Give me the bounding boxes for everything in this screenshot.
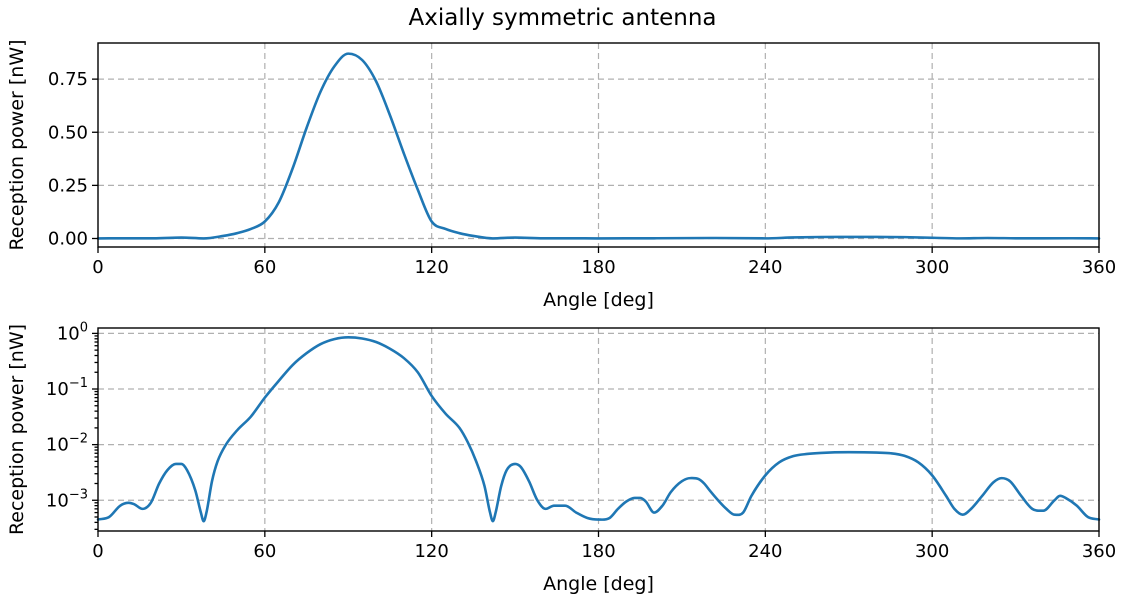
x-tick-label: 0 xyxy=(92,541,103,562)
x-tick-label: 300 xyxy=(915,257,949,278)
y-tick-label: 0.25 xyxy=(48,175,88,196)
x-axis-label: Angle [deg] xyxy=(543,573,654,595)
x-tick-label: 240 xyxy=(748,541,782,562)
x-tick-label: 240 xyxy=(748,257,782,278)
y-ticks: 0.00 0.25 0.50 0.75 xyxy=(48,69,98,250)
x-tick-label: 300 xyxy=(915,541,949,562)
x-axis-label: Angle [deg] xyxy=(543,289,654,311)
x-tick-label: 180 xyxy=(581,541,615,562)
x-tick-label: 60 xyxy=(253,541,276,562)
linear-power-panel: 0 60 120 180 240 300 360 0.00 0.25 0.50 0.75 Angl… xyxy=(6,39,1116,311)
y-tick-label: 10−2 xyxy=(46,432,88,456)
x-tick-label: 60 xyxy=(253,257,276,278)
x-tick-label: 180 xyxy=(581,257,615,278)
grid-lines xyxy=(98,328,1099,531)
y-tick-label: 0.50 xyxy=(48,122,88,143)
y-tick-label: 100 xyxy=(57,320,88,344)
x-tick-label: 120 xyxy=(414,541,448,562)
x-tick-label: 360 xyxy=(1082,541,1116,562)
y-axis-label: Reception power [nW] xyxy=(6,324,28,535)
y-tick-label: 0.00 xyxy=(48,229,88,250)
y-axis-label: Reception power [nW] xyxy=(6,39,28,250)
x-ticks: 0 60 120 180 240 300 360 xyxy=(92,531,1116,562)
x-tick-label: 0 xyxy=(92,257,103,278)
x-ticks: 0 60 120 180 240 300 360 xyxy=(92,247,1116,278)
y-tick-label: 10−3 xyxy=(46,487,88,511)
log-power-panel: 0 60 120 180 240 300 360 10−3 10−2 10−1 100 Angle… xyxy=(6,320,1116,595)
grid-lines xyxy=(98,43,1099,247)
reception-power-line xyxy=(96,52,1101,240)
figure-title: Axially symmetric antenna xyxy=(409,5,717,31)
y-tick-label: 0.75 xyxy=(48,69,88,90)
x-tick-label: 360 xyxy=(1082,257,1116,278)
y-tick-label: 10−1 xyxy=(46,376,88,400)
x-tick-label: 120 xyxy=(414,257,448,278)
reception-power-line xyxy=(96,336,1101,523)
y-ticks: 10−3 10−2 10−1 100 xyxy=(46,320,98,530)
